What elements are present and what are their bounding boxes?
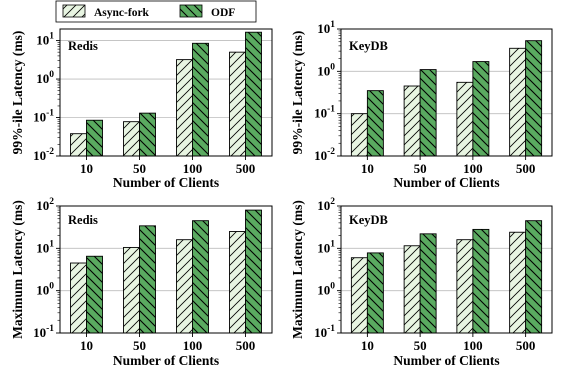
panel-keydb-max-latency: 10-1 100 101 102 10 50 100 500 KeyDB Number of Cl… — [290, 197, 553, 368]
plot-frame — [340, 205, 553, 334]
x-tick-label: 10 — [361, 161, 374, 176]
x-tick-label: 50 — [133, 338, 146, 353]
y-axis-label: Maximum Latency (ms) — [10, 200, 25, 339]
bar-async-fork — [509, 231, 527, 334]
x-tick-label: 100 — [463, 161, 483, 176]
panel-label: KeyDB — [349, 213, 388, 227]
legend-frame — [55, 0, 257, 23]
panel-label: Redis — [68, 213, 98, 227]
bar-odf — [419, 233, 437, 334]
x-axis-label: Number of Clients — [393, 353, 499, 368]
y-tick-label: 10-1 — [314, 324, 335, 340]
x-tick-label: 500 — [236, 338, 256, 353]
bar-async-fork — [70, 262, 87, 334]
bar-async-fork — [176, 59, 193, 157]
legend-swatch-odf — [179, 4, 203, 18]
x-tick-label: 10 — [80, 338, 93, 353]
x-axis-label: Number of Clients — [113, 175, 219, 190]
y-tick-label: 101 — [317, 239, 335, 255]
panel-redis-99th-latency: 10-2 10-1 100 101 10 50 100 500 Redis Number of C… — [10, 28, 273, 190]
bar-odf — [472, 228, 490, 334]
y-tick-label: 100 — [36, 70, 54, 86]
panel-label: KeyDB — [349, 39, 388, 53]
x-tick-label: 500 — [236, 161, 256, 176]
legend-label-odf: ODF — [211, 7, 235, 19]
x-tick-label: 100 — [183, 161, 203, 176]
bar-async-fork — [403, 245, 421, 334]
bar-async-fork — [176, 239, 193, 334]
bar-async-fork — [229, 51, 246, 157]
y-tick-label: 100 — [317, 282, 335, 298]
y-tick-label: 10-2 — [33, 147, 54, 163]
x-tick-label: 50 — [414, 161, 427, 176]
y-tick-label: 100 — [317, 62, 335, 78]
bar-odf — [245, 31, 262, 157]
y-tick-label: 10-1 — [314, 105, 335, 121]
x-tick-label: 100 — [183, 338, 203, 353]
y-tick-label: 10-2 — [314, 147, 335, 163]
x-tick-label: 50 — [133, 161, 146, 176]
x-tick-label: 500 — [516, 338, 536, 353]
bar-async-fork — [350, 113, 368, 157]
bar-async-fork — [403, 85, 421, 157]
legend-label-async-fork: Async-fork — [94, 7, 150, 19]
y-axis-label: Maximum Latency (ms) — [290, 200, 305, 339]
y-tick-label: 101 — [317, 20, 335, 36]
bar-async-fork — [123, 121, 140, 157]
panel-keydb-99th-latency: 10-2 10-1 100 101 10 50 100 500 KeyDB Number of C… — [290, 20, 553, 190]
bar-odf — [139, 225, 156, 334]
bar-odf — [419, 69, 437, 157]
bar-async-fork — [456, 239, 474, 334]
x-tick-label: 50 — [414, 338, 427, 353]
x-tick-label: 500 — [516, 161, 536, 176]
bar-async-fork — [70, 133, 87, 157]
bar-async-fork — [123, 246, 140, 334]
bar-odf — [192, 42, 209, 157]
bar-async-fork — [509, 47, 527, 157]
plot-frame — [59, 28, 273, 157]
legend-swatch-async-fork — [62, 4, 86, 18]
x-tick-label: 10 — [361, 338, 374, 353]
y-tick-label: 101 — [36, 32, 54, 48]
plot-frame — [340, 28, 553, 157]
bar-async-fork — [456, 81, 474, 157]
y-axis-label: 99%-ile Latency (ms) — [10, 31, 25, 155]
legend: Async-fork ODF — [55, 0, 257, 23]
bar-async-fork — [350, 257, 368, 334]
bar-async-fork — [229, 231, 246, 334]
y-tick-label: 101 — [36, 239, 54, 255]
panel-label: Redis — [68, 39, 98, 53]
x-tick-label: 10 — [80, 161, 93, 176]
panel-redis-max-latency: 10-1 100 101 102 10 50 100 500 Redis Number of Cl… — [10, 197, 273, 368]
y-tick-label: 100 — [36, 282, 54, 298]
bar-odf — [472, 61, 490, 157]
x-axis-label: Number of Clients — [113, 353, 219, 368]
bar-odf — [366, 252, 384, 334]
bar-odf — [86, 255, 103, 334]
y-tick-label: 102 — [36, 197, 54, 213]
bar-odf — [245, 209, 262, 334]
y-tick-label: 102 — [317, 197, 335, 213]
bar-odf — [192, 220, 209, 334]
bar-odf — [86, 119, 103, 157]
x-axis-label: Number of Clients — [393, 175, 499, 190]
y-axis-label: 99%-ile Latency (ms) — [290, 31, 305, 155]
y-tick-label: 10-1 — [33, 109, 54, 125]
plot-frame — [59, 205, 273, 334]
bar-odf — [139, 112, 156, 157]
y-tick-label: 10-1 — [33, 324, 54, 340]
bar-odf — [525, 220, 543, 334]
x-tick-label: 100 — [463, 338, 483, 353]
bar-odf — [366, 90, 384, 157]
bar-odf — [525, 40, 543, 157]
